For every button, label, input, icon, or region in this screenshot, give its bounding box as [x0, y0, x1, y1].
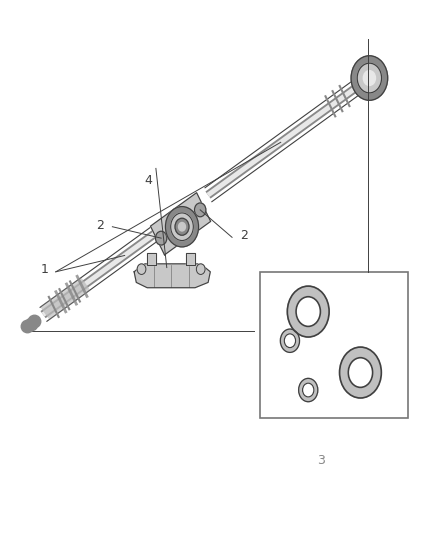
Polygon shape [151, 193, 211, 255]
Text: 3: 3 [318, 454, 325, 466]
Text: 2: 2 [96, 219, 104, 232]
Circle shape [296, 297, 321, 326]
Circle shape [284, 334, 296, 348]
Circle shape [339, 347, 381, 398]
Polygon shape [134, 264, 210, 288]
Circle shape [348, 358, 373, 387]
Circle shape [196, 264, 205, 274]
Circle shape [351, 56, 388, 100]
Circle shape [137, 264, 146, 274]
Circle shape [175, 218, 189, 235]
Circle shape [357, 63, 381, 93]
Text: 4: 4 [144, 174, 152, 187]
Circle shape [363, 70, 375, 85]
Circle shape [280, 329, 300, 352]
Circle shape [287, 286, 329, 337]
Circle shape [155, 231, 167, 245]
Circle shape [179, 222, 185, 231]
Bar [260, 272, 408, 418]
Polygon shape [186, 253, 195, 265]
Circle shape [299, 378, 318, 402]
Text: 1: 1 [41, 263, 49, 276]
Circle shape [194, 203, 206, 217]
Polygon shape [147, 253, 156, 265]
Circle shape [303, 383, 314, 397]
Text: 2: 2 [240, 229, 248, 242]
Circle shape [171, 213, 193, 240]
Circle shape [166, 207, 198, 247]
